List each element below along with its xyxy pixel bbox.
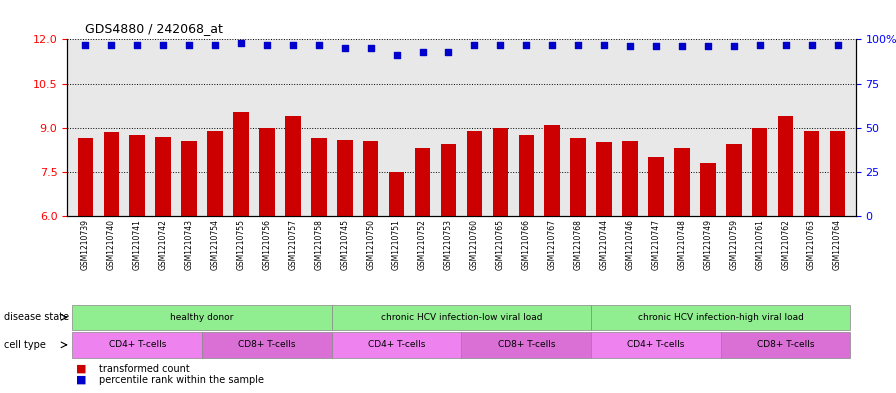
- Bar: [778, 116, 794, 216]
- Point: [130, 41, 144, 48]
- Text: CD8+ T-cells: CD8+ T-cells: [757, 340, 814, 349]
- Point: [156, 41, 170, 48]
- Text: chronic HCV infection-low viral load: chronic HCV infection-low viral load: [381, 313, 542, 322]
- Bar: [622, 141, 638, 216]
- Bar: [467, 130, 482, 216]
- Point: [649, 43, 663, 50]
- Point: [442, 48, 456, 55]
- Bar: [207, 130, 223, 216]
- Point: [597, 41, 611, 48]
- Bar: [545, 125, 560, 216]
- Text: disease state: disease state: [4, 312, 70, 322]
- Point: [805, 41, 819, 48]
- Bar: [415, 148, 430, 216]
- Text: percentile rank within the sample: percentile rank within the sample: [99, 375, 263, 385]
- Point: [727, 43, 741, 50]
- Point: [467, 41, 481, 48]
- Text: chronic HCV infection-high viral load: chronic HCV infection-high viral load: [638, 313, 804, 322]
- Point: [493, 41, 507, 48]
- Point: [338, 45, 352, 51]
- Point: [286, 41, 300, 48]
- Bar: [259, 128, 275, 216]
- Bar: [181, 141, 197, 216]
- Point: [779, 41, 793, 48]
- Bar: [233, 112, 249, 216]
- Point: [545, 41, 559, 48]
- Text: CD8+ T-cells: CD8+ T-cells: [497, 340, 555, 349]
- Text: ■: ■: [76, 375, 87, 385]
- Text: CD4+ T-cells: CD4+ T-cells: [368, 340, 426, 349]
- Text: transformed count: transformed count: [99, 364, 189, 374]
- Text: CD4+ T-cells: CD4+ T-cells: [627, 340, 685, 349]
- Text: CD8+ T-cells: CD8+ T-cells: [238, 340, 296, 349]
- Point: [260, 41, 274, 48]
- Bar: [337, 140, 352, 216]
- Bar: [519, 135, 534, 216]
- Point: [312, 41, 326, 48]
- Bar: [155, 137, 171, 216]
- Point: [78, 41, 92, 48]
- Point: [390, 52, 404, 58]
- Point: [416, 48, 430, 55]
- Bar: [700, 163, 716, 216]
- Point: [234, 40, 248, 46]
- Bar: [830, 130, 845, 216]
- Point: [208, 41, 222, 48]
- Bar: [493, 128, 508, 216]
- Text: CD4+ T-cells: CD4+ T-cells: [108, 340, 166, 349]
- Bar: [311, 138, 326, 216]
- Point: [182, 41, 196, 48]
- Point: [753, 41, 767, 48]
- Bar: [804, 130, 819, 216]
- Bar: [285, 116, 301, 216]
- Point: [364, 45, 378, 51]
- Point: [831, 41, 845, 48]
- Bar: [674, 148, 690, 216]
- Bar: [726, 144, 742, 216]
- Bar: [597, 142, 612, 216]
- Text: GDS4880 / 242068_at: GDS4880 / 242068_at: [85, 22, 223, 35]
- Bar: [363, 141, 378, 216]
- Bar: [648, 157, 664, 216]
- Point: [623, 43, 637, 50]
- Bar: [389, 172, 404, 216]
- Bar: [571, 138, 586, 216]
- Point: [104, 41, 118, 48]
- Point: [675, 43, 689, 50]
- Text: ■: ■: [76, 364, 87, 374]
- Text: healthy donor: healthy donor: [170, 313, 234, 322]
- Bar: [104, 132, 119, 216]
- Bar: [78, 138, 93, 216]
- Bar: [441, 144, 456, 216]
- Point: [701, 43, 715, 50]
- Text: cell type: cell type: [4, 340, 47, 350]
- Bar: [129, 135, 145, 216]
- Bar: [752, 128, 768, 216]
- Point: [571, 41, 585, 48]
- Point: [519, 41, 533, 48]
